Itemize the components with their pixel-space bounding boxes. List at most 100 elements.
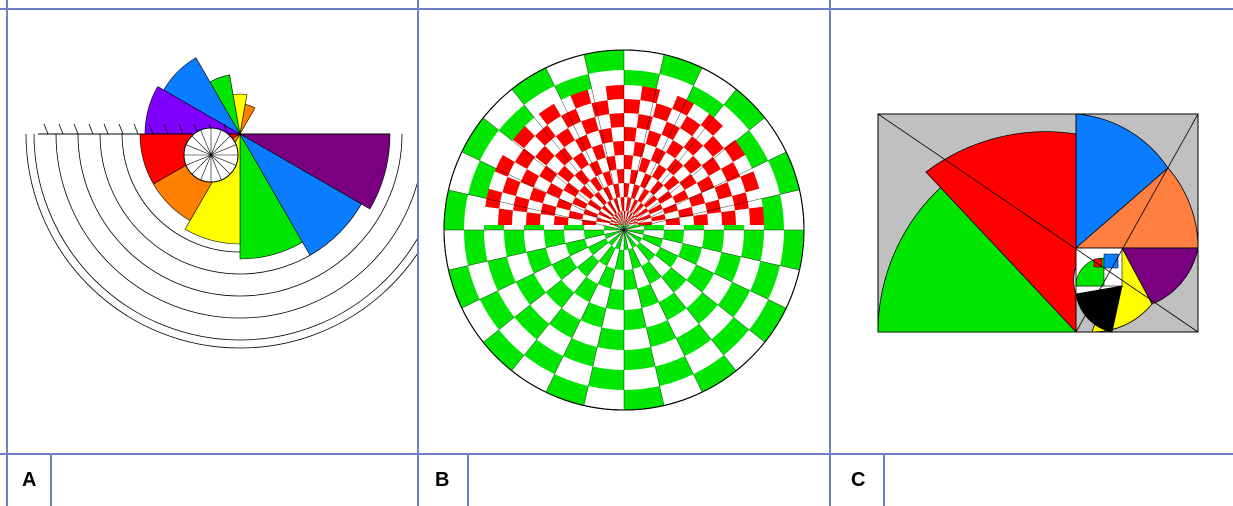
green-cell	[659, 54, 703, 86]
red-cell	[520, 169, 540, 188]
red-cell	[551, 173, 569, 190]
red-cell	[515, 182, 534, 200]
red-cell	[633, 141, 646, 158]
red-cell	[732, 192, 749, 211]
spiral-sector	[239, 133, 362, 256]
red-cell	[624, 211, 628, 225]
red-cell	[542, 192, 560, 207]
red-cell	[618, 183, 624, 198]
green-cell	[684, 85, 724, 121]
red-cell	[507, 162, 528, 183]
red-cell	[554, 215, 569, 225]
green-cell	[551, 256, 578, 280]
coral-sector	[1074, 167, 1199, 249]
green-cell	[563, 338, 598, 367]
green-cell	[655, 356, 694, 386]
inner-spoke	[185, 154, 212, 166]
green-cell	[574, 276, 598, 303]
red-cell	[610, 223, 624, 225]
red-cell	[590, 195, 605, 208]
red-cell	[691, 203, 708, 216]
caption-c-text	[892, 454, 1222, 506]
green-cell	[514, 304, 550, 340]
green-cell	[733, 130, 769, 170]
green-cell	[515, 273, 546, 305]
red-cell	[547, 115, 568, 137]
red-cell	[683, 155, 702, 174]
green-cell	[749, 299, 787, 343]
tick-mark	[73, 123, 79, 135]
green-cell	[549, 308, 581, 339]
inner-spoke	[191, 135, 212, 156]
outer-edge	[443, 49, 805, 411]
red-cell	[624, 221, 638, 225]
red-cell	[679, 173, 697, 190]
green-cell	[624, 307, 647, 330]
red-cell	[740, 171, 760, 193]
red-cell	[499, 192, 516, 211]
green-cell	[637, 284, 659, 308]
red-cell	[603, 186, 614, 201]
radial-line	[511, 229, 625, 371]
green-cell	[504, 230, 527, 257]
green-cell	[468, 160, 498, 199]
caption-c: C	[829, 454, 879, 506]
red-cell	[624, 99, 641, 114]
spiral-ring	[25, 133, 417, 349]
green-cell	[624, 346, 656, 370]
red-cell	[484, 206, 500, 225]
green-cell	[624, 385, 665, 410]
red-cell	[599, 207, 613, 218]
divider-b-c	[829, 0, 831, 506]
red-cell	[557, 165, 575, 183]
green-cell	[642, 234, 663, 248]
red-cell	[512, 126, 535, 149]
red-cell	[587, 199, 602, 211]
red-cell	[624, 127, 637, 142]
red-cell	[656, 89, 678, 109]
inner-spoke	[210, 154, 222, 181]
inner-spoke	[210, 154, 231, 175]
red-cell	[624, 223, 638, 225]
red-cell	[675, 198, 692, 211]
red-cell	[652, 103, 673, 122]
red-cell	[540, 214, 555, 225]
radial-line	[483, 117, 625, 231]
tick-mark	[223, 123, 229, 135]
red-cell	[701, 187, 719, 204]
red-cell	[624, 113, 639, 128]
red-cell	[748, 206, 764, 225]
red-cell	[575, 103, 596, 122]
red-cell	[680, 115, 701, 137]
green-cell	[760, 194, 784, 230]
inner-spoke	[185, 144, 212, 156]
radial-line	[583, 54, 625, 231]
red-cell	[673, 165, 691, 183]
inner-spoke	[200, 129, 212, 156]
red-cell	[598, 188, 610, 203]
red-cell	[649, 116, 667, 135]
green-cell	[678, 243, 702, 265]
red-cell	[718, 196, 736, 213]
red-cell	[554, 147, 573, 166]
red-cell	[498, 208, 513, 225]
red-cell	[610, 221, 624, 225]
radial-line	[448, 189, 625, 231]
inner-spoke	[210, 135, 231, 156]
radial-line	[448, 229, 625, 271]
red-cell	[653, 185, 669, 200]
red-cell	[673, 128, 693, 148]
red-cell	[662, 203, 679, 215]
red-cell	[683, 136, 704, 156]
red-cell	[502, 139, 525, 162]
green-cell	[580, 302, 607, 328]
red-cell	[607, 99, 624, 114]
green-cell	[641, 261, 662, 285]
red-cell	[583, 208, 599, 218]
red-wedge	[925, 131, 1077, 334]
red-cell	[535, 145, 555, 166]
red-cell	[582, 147, 598, 165]
red-cell	[613, 197, 621, 213]
green-cell	[487, 256, 516, 291]
tick-mark	[103, 123, 109, 135]
